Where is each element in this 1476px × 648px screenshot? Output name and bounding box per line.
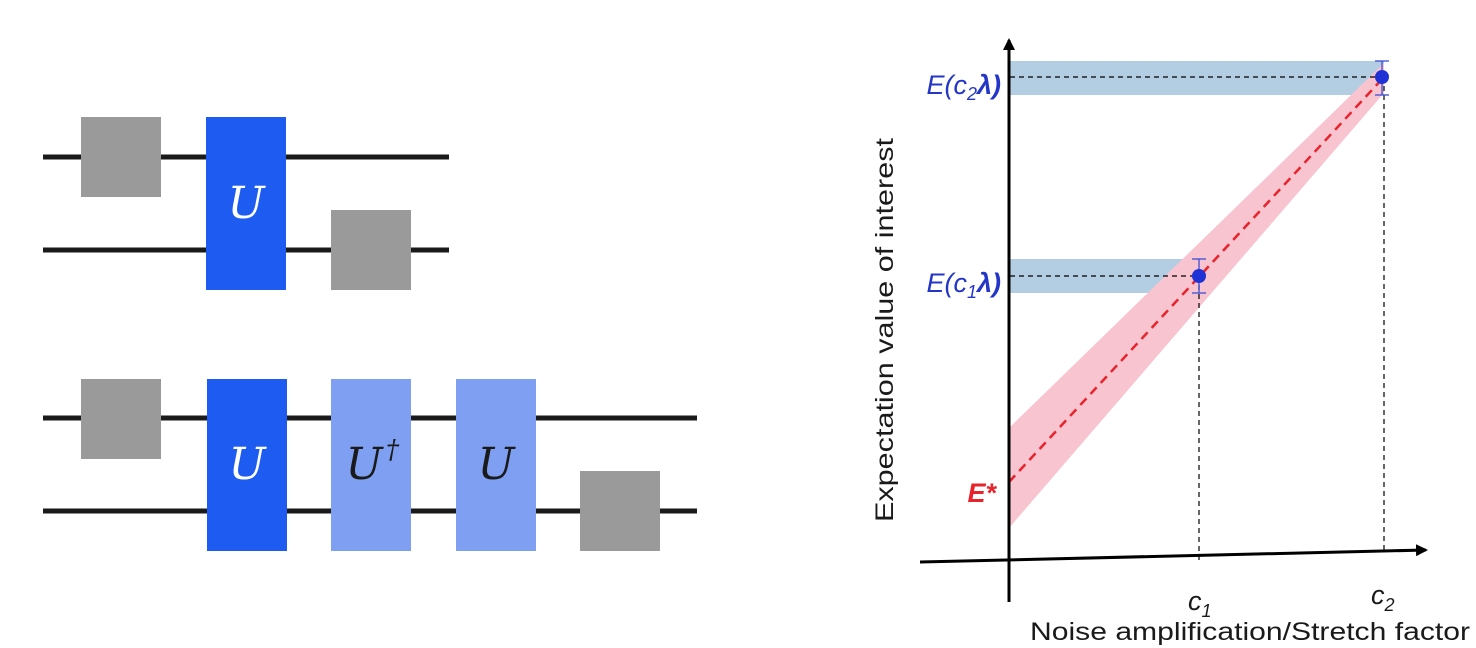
band-point2 bbox=[1009, 61, 1384, 95]
noise-gate bbox=[81, 117, 161, 197]
unitary-gate-label: U bbox=[228, 439, 267, 490]
zne-chart: E(c2λ) E(c1λ) E* c1 c2 Noise amplificati… bbox=[871, 38, 1470, 646]
noise-gate bbox=[580, 471, 660, 551]
unitary-gate-label: U bbox=[227, 178, 266, 229]
unitary-gate bbox=[207, 379, 287, 551]
data-point-c2 bbox=[1375, 70, 1389, 84]
tick-label-c2: c2 bbox=[1371, 580, 1395, 615]
unitary-folded-gate bbox=[456, 379, 536, 551]
circuit-top: U bbox=[43, 117, 449, 290]
unitary-dagger-gate bbox=[331, 379, 411, 551]
x-axis-title: Noise amplification/Stretch factor bbox=[1030, 618, 1470, 646]
y-axis-title: Expectation value of interest bbox=[871, 138, 899, 522]
dagger-superscript: † bbox=[386, 435, 400, 465]
unitary-gate bbox=[206, 117, 286, 290]
tick-label-c1: c1 bbox=[1188, 586, 1212, 621]
label-e-c2-lambda: E(c2λ) bbox=[926, 70, 1001, 104]
label-e-star: E* bbox=[967, 478, 997, 508]
circuit-bottom: U U † U bbox=[43, 379, 697, 551]
noise-gate bbox=[331, 210, 411, 290]
confidence-cone bbox=[1009, 63, 1384, 528]
x-axis bbox=[919, 544, 1428, 564]
unitary-dagger-label: U bbox=[345, 439, 384, 490]
unitary-folded-label: U bbox=[477, 439, 516, 490]
data-point-c1 bbox=[1192, 269, 1206, 283]
label-e-c1-lambda: E(c1λ) bbox=[926, 268, 1001, 302]
noise-gate bbox=[81, 379, 161, 459]
